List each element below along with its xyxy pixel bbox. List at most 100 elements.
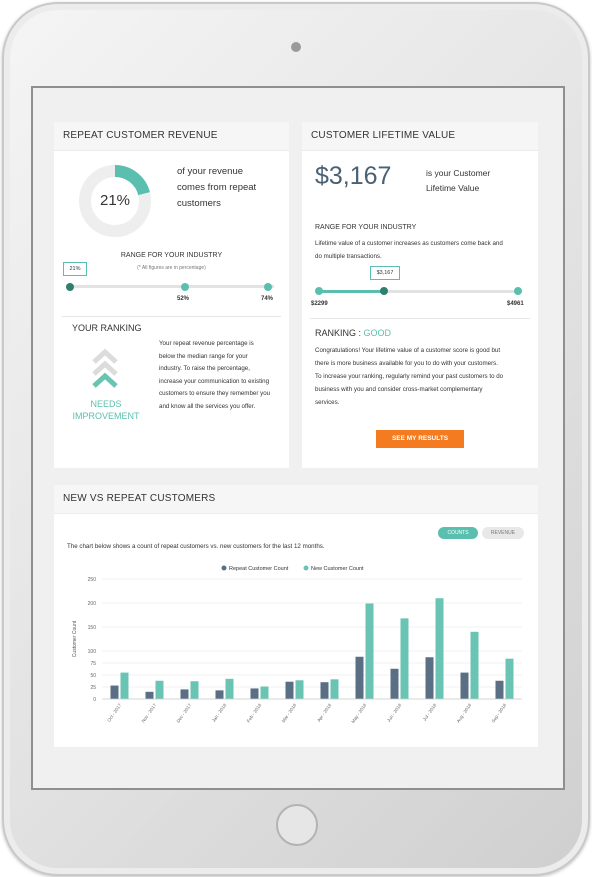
new-vs-repeat-card: NEW VS REPEAT CUSTOMERS COUNTS REVENUE T… [54, 485, 538, 747]
y-tick-label: 200 [88, 601, 97, 607]
x-tick-label: Aug - 2018 [456, 702, 473, 723]
clv-range-max-dot [514, 287, 522, 295]
revenue-range-max-label: 74% [261, 296, 274, 302]
donut-arc [79, 165, 151, 237]
new-count-bar [435, 598, 444, 699]
repeat-count-bar [495, 680, 504, 699]
revenue-description: of your revenue comes from repeat custom… [177, 164, 256, 212]
customer-count-chart: Repeat Customer Count New Customer Count 0… [72, 565, 522, 724]
revenue-desc-line: comes from repeat [177, 182, 257, 193]
home-button[interactable] [276, 804, 318, 846]
clv-range-line: do multiple transactions. [315, 253, 382, 260]
new-count-bar [400, 618, 409, 699]
revenue-toggle[interactable]: REVENUE [482, 527, 524, 539]
clv-range-track [319, 290, 519, 293]
x-tick-label: Sep - 2018 [491, 702, 508, 723]
screen: REPEAT CUSTOMER REVENUE 21% of your reve… [31, 86, 565, 790]
repeat-count-bar [215, 690, 224, 699]
clv-title: CUSTOMER LIFETIME VALUE [302, 122, 538, 151]
clv-range-line: Lifetime value of a customer increases a… [315, 240, 503, 247]
clv-range-title: RANGE FOR YOUR INDUSTRY [315, 224, 417, 231]
revenue-donut [79, 165, 151, 237]
x-tick-label: Oct - 2017 [106, 702, 122, 722]
y-tick-label: 25 [90, 685, 96, 691]
clv-range-fill [319, 290, 385, 293]
clv-description: is your Customer Lifetime Value [426, 166, 490, 196]
clv-ranking-value: GOOD [363, 328, 392, 338]
clv-desc-line: Lifetime Value [426, 183, 480, 193]
repeat-count-bar [425, 657, 434, 699]
clv-value: $3,167 [315, 162, 392, 190]
x-tick-label: Feb - 2018 [246, 702, 263, 723]
new-count-bar [260, 686, 269, 699]
new-count-bar [120, 672, 129, 699]
y-tick-label: 150 [88, 625, 97, 631]
chevron-up-icon [92, 348, 118, 388]
revenue-range-marker[interactable] [66, 283, 74, 291]
ranking-status: NEEDS IMPROVEMENT [64, 398, 148, 422]
repeat-count-bar [460, 672, 469, 699]
x-tick-label: Jun - 2018 [386, 702, 403, 723]
revenue-range-track [66, 285, 274, 288]
ranking-status-line: IMPROVEMENT [72, 411, 140, 421]
legend-label: Repeat Customer Count [229, 566, 289, 572]
repeat-count-bar [285, 681, 294, 699]
chart-subtitle: The chart below shows a count of repeat … [67, 543, 325, 550]
clv-card: CUSTOMER LIFETIME VALUE $3,167 is your C… [302, 122, 538, 468]
ranking-text-line: and know all the services you offer. [159, 402, 256, 410]
divider [310, 318, 530, 319]
x-tick-label: Jul - 2018 [422, 702, 438, 721]
ranking-text-line: Your repeat revenue percentage is [159, 340, 254, 347]
see-my-results-button[interactable]: SEE MY RESULTS [376, 430, 464, 448]
revenue-range-note: (* All figures are in percentage) [137, 265, 206, 271]
new-vs-repeat-title: NEW VS REPEAT CUSTOMERS [54, 485, 538, 514]
clv-range-min: $2299 [311, 301, 328, 307]
clv-ranking-line: services. [315, 399, 340, 406]
revenue-desc-line: of your revenue [177, 166, 244, 177]
clv-range-min-dot [315, 287, 323, 295]
y-axis-label: Customer Count [72, 620, 78, 657]
new-count-bar [155, 680, 164, 699]
repeat-count-bar [110, 685, 119, 699]
ranking-status-line: NEEDS [90, 399, 122, 409]
clv-range-marker[interactable] [380, 287, 388, 295]
ranking-title: YOUR RANKING [72, 323, 142, 333]
repeat-revenue-card: REPEAT CUSTOMER REVENUE 21% of your reve… [54, 122, 289, 468]
ranking-text-line: below the median range for your [159, 352, 248, 360]
repeat-count-bar [250, 688, 259, 699]
revenue-range-mid-label: 52% [177, 296, 190, 302]
legend-marker [221, 565, 227, 571]
x-tick-label: May - 2018 [350, 702, 367, 724]
ranking-text: Your repeat revenue percentage is below … [159, 338, 270, 413]
repeat-count-bar [320, 682, 329, 699]
new-count-bar [365, 603, 374, 699]
x-tick-label: Mar - 2018 [281, 702, 298, 723]
y-tick-label: 250 [88, 577, 97, 583]
y-tick-label: 0 [93, 697, 96, 703]
repeat-count-bar [145, 691, 154, 699]
new-count-bar [295, 680, 304, 699]
clv-range-text: Lifetime value of a customer increases a… [315, 237, 503, 263]
legend-marker [303, 565, 309, 571]
divider [62, 316, 281, 317]
repeat-revenue-title: REPEAT CUSTOMER REVENUE [54, 122, 289, 151]
clv-desc-line: is your Customer [426, 168, 491, 178]
clv-ranking-line: business with you and consider cross-mar… [315, 386, 483, 393]
revenue-range-mid-dot [181, 283, 189, 291]
clv-ranking-text: Congratulations! Your lifetime value of … [315, 344, 503, 409]
x-tick-label: Dec - 2017 [176, 702, 193, 723]
new-count-bar [470, 631, 479, 699]
counts-toggle[interactable]: COUNTS [438, 527, 478, 539]
ranking-text-line: increase your communication to existing [159, 377, 270, 385]
clv-ranking-line: Congratulations! Your lifetime value of … [315, 347, 501, 354]
clv-ranking-prefix: RANKING : [315, 328, 364, 338]
revenue-percent: 21% [99, 192, 131, 209]
y-tick-label: 100 [88, 649, 97, 655]
clv-ranking-line: there is more business available for you… [315, 360, 498, 367]
x-tick-label: Nov - 2017 [141, 702, 158, 723]
repeat-count-bar [355, 656, 364, 699]
new-count-bar [225, 678, 234, 699]
x-tick-label: Apr - 2018 [316, 702, 332, 722]
revenue-range-max-dot [264, 283, 272, 291]
clv-ranking: RANKING : GOOD [315, 327, 391, 339]
